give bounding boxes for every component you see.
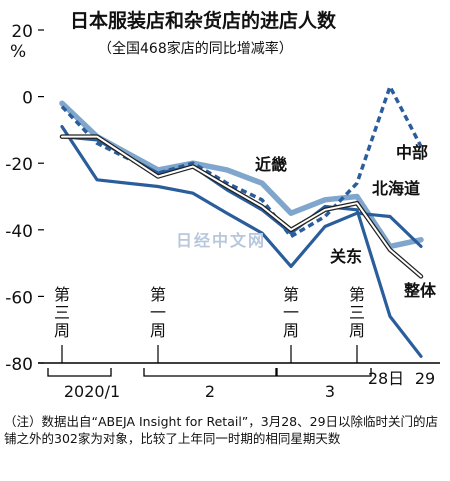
- series-label-中部: 中部: [396, 143, 428, 162]
- series-line-北海道: [60, 124, 423, 268]
- week-marker-char: 第: [349, 285, 365, 304]
- x-group-bracket: [143, 368, 277, 377]
- series-label-近畿: 近畿: [255, 155, 287, 174]
- series-line-整体: [61, 135, 422, 278]
- x-group-bracket: [47, 368, 112, 377]
- x-day-label: 28日: [368, 369, 404, 388]
- chart-title: 日本服装店和杂货店的进店人数: [70, 9, 337, 32]
- week-marker-char: 周: [54, 321, 70, 340]
- week-marker-char: 三: [54, 303, 70, 322]
- watermark: 日经中文网: [176, 231, 266, 250]
- y-tick-label: -20: [5, 155, 33, 175]
- y-tick-label: 0: [22, 89, 33, 109]
- x-day-label: 29: [415, 369, 435, 388]
- week-marker-char: 第: [54, 285, 70, 304]
- x-group-label: 2: [205, 382, 215, 401]
- plot-area: [59, 84, 424, 358]
- series-label-关东: 关东: [330, 247, 362, 266]
- series-label-北海道: 北海道: [372, 179, 420, 198]
- week-marker-char: 周: [283, 321, 299, 340]
- x-axis-groups: 2020/1 2 3 28日 29: [47, 368, 435, 401]
- week-marker-char: 第: [150, 285, 166, 304]
- week-marker-char: 第: [283, 285, 299, 304]
- week-marker-char: 周: [349, 321, 365, 340]
- y-tick-label: -80: [5, 355, 33, 375]
- chart-footnote: （注）数据出自“ABEJA Insight for Retail”，3月28、2…: [4, 414, 439, 446]
- y-tick-label: -60: [5, 288, 33, 308]
- y-tick-label: 20: [11, 22, 33, 42]
- y-tick-label: -40: [5, 222, 33, 242]
- series-line-近畿: [59, 100, 424, 250]
- y-axis: 20 0 -20 -40 -60 -80: [5, 22, 44, 375]
- series-label-整体: 整体: [403, 281, 437, 300]
- x-group-bracket: [276, 368, 372, 377]
- week-marker-char: 一: [150, 303, 166, 322]
- x-group-label: 3: [325, 382, 335, 401]
- week-marker-char: 三: [349, 303, 365, 322]
- y-axis-unit: %: [10, 42, 26, 62]
- x-group-label: 2020/1: [64, 382, 120, 401]
- week-marker-char: 周: [150, 321, 166, 340]
- chart-subtitle: （全国468家店的同比增减率）: [98, 40, 293, 57]
- week-marker-char: 一: [283, 303, 299, 322]
